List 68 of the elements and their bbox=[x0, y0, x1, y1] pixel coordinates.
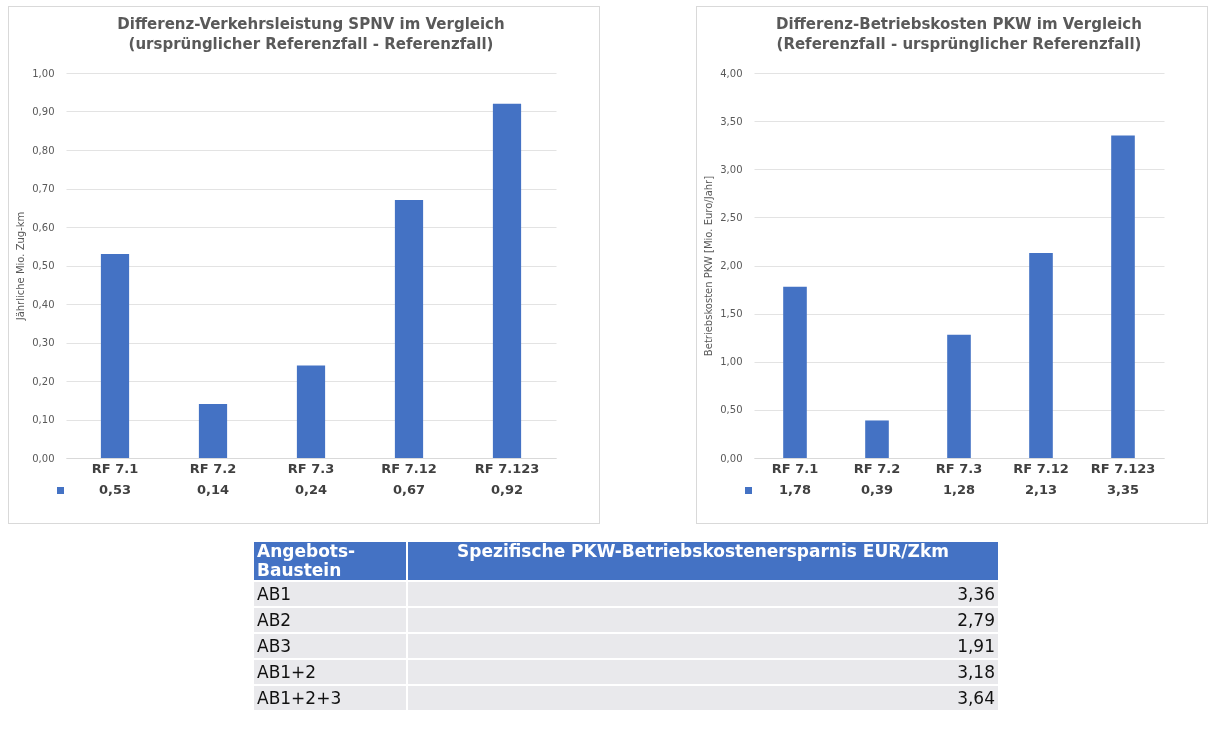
y-tick-label: 0,20 bbox=[32, 375, 55, 387]
data-label: 0,14 bbox=[196, 482, 230, 497]
bar bbox=[865, 420, 889, 458]
chart-subtitle: (ursprünglicher Referenzfall - Referenzfall) bbox=[128, 35, 494, 53]
text: 2,79 bbox=[957, 610, 995, 630]
category-label: AB1+2+3 bbox=[254, 686, 406, 710]
text: Angebots-Baustein bbox=[254, 541, 406, 580]
bar bbox=[198, 404, 228, 458]
data-label: 3,35 bbox=[1106, 482, 1140, 497]
bar bbox=[100, 253, 130, 458]
bar bbox=[783, 286, 807, 458]
data-label: 0,24 bbox=[294, 482, 328, 497]
y-axis-title: Betriebskosten PKW [Mio. Euro/Jahr] bbox=[703, 175, 715, 357]
text: 3,36 bbox=[957, 584, 995, 604]
y-tick-label: 3,50 bbox=[720, 115, 743, 127]
y-tick-label: 0,50 bbox=[32, 260, 55, 271]
bar bbox=[1111, 135, 1135, 458]
y-tick-label: 0,80 bbox=[32, 144, 55, 156]
data-label: 1,78 bbox=[778, 482, 812, 497]
category-label: AB1 bbox=[254, 582, 406, 606]
y-tick-label: 3,00 bbox=[720, 163, 743, 175]
data-label: 0,92 bbox=[490, 482, 524, 497]
chart-title: Differenz-Betriebskosten PKW im Vergleich bbox=[776, 15, 1142, 33]
y-tick-label: 1,00 bbox=[720, 356, 743, 368]
data-label: 2,13 bbox=[1024, 482, 1058, 497]
x-tick-label: RF 7.123 bbox=[1090, 460, 1156, 476]
y-tick-label: 1,00 bbox=[32, 67, 55, 79]
x-tick-label: RF 7.3 bbox=[287, 460, 335, 476]
text: 3,64 bbox=[957, 688, 995, 708]
x-tick-label: RF 7.2 bbox=[189, 460, 237, 476]
y-tick-label: 0,60 bbox=[32, 221, 55, 233]
x-tick-label: RF 7.3 bbox=[935, 460, 983, 476]
data-label: 0,53 bbox=[98, 482, 132, 497]
y-tick-label: 0,00 bbox=[720, 452, 743, 464]
category-label: AB1+2 bbox=[254, 660, 406, 684]
text: 1,91 bbox=[957, 636, 995, 656]
y-tick-label: 0,30 bbox=[32, 337, 55, 348]
y-tick-label: 1,50 bbox=[720, 308, 743, 320]
x-tick-label: RF 7.12 bbox=[1013, 460, 1069, 476]
y-tick-label: 0,10 bbox=[32, 414, 55, 425]
bar bbox=[947, 334, 971, 458]
text: 3,18 bbox=[957, 662, 995, 682]
data-label: 0,67 bbox=[392, 482, 426, 497]
y-tick-label: 0,00 bbox=[32, 452, 55, 464]
chart-subtitle: (Referenzfall - ursprünglicher Referenzfall) bbox=[776, 35, 1142, 53]
data-label: 1,28 bbox=[942, 482, 976, 497]
y-tick-label: 2,50 bbox=[720, 211, 743, 223]
bar bbox=[1029, 252, 1053, 458]
x-tick-label: RF 7.1 bbox=[771, 460, 819, 476]
y-tick-label: 2,00 bbox=[720, 260, 743, 271]
y-tick-label: 0,70 bbox=[32, 183, 55, 194]
data-label: 0,39 bbox=[860, 482, 894, 497]
x-tick-label: RF 7.12 bbox=[381, 460, 437, 476]
y-tick-label: 0,40 bbox=[32, 298, 55, 310]
y-tick-label: 0,50 bbox=[720, 404, 743, 416]
chart-title: Differenz-Verkehrsleistung SPNV im Vergleich bbox=[117, 15, 505, 33]
category-label: AB3 bbox=[254, 634, 406, 658]
category-label: AB2 bbox=[254, 608, 406, 632]
x-tick-label: RF 7.123 bbox=[474, 460, 540, 476]
x-tick-label: RF 7.1 bbox=[91, 460, 139, 476]
bar bbox=[296, 365, 326, 458]
y-tick-label: 4,00 bbox=[720, 67, 743, 79]
bar bbox=[394, 200, 424, 458]
x-tick-label: RF 7.2 bbox=[853, 460, 901, 476]
y-axis-title: Jährliche Mio. Zug-km bbox=[15, 211, 27, 322]
text: Spezifische PKW-Betriebskostenersparnis EUR/Zkm bbox=[406, 541, 998, 580]
y-tick-label: 0,90 bbox=[32, 106, 55, 117]
bar bbox=[492, 103, 522, 458]
